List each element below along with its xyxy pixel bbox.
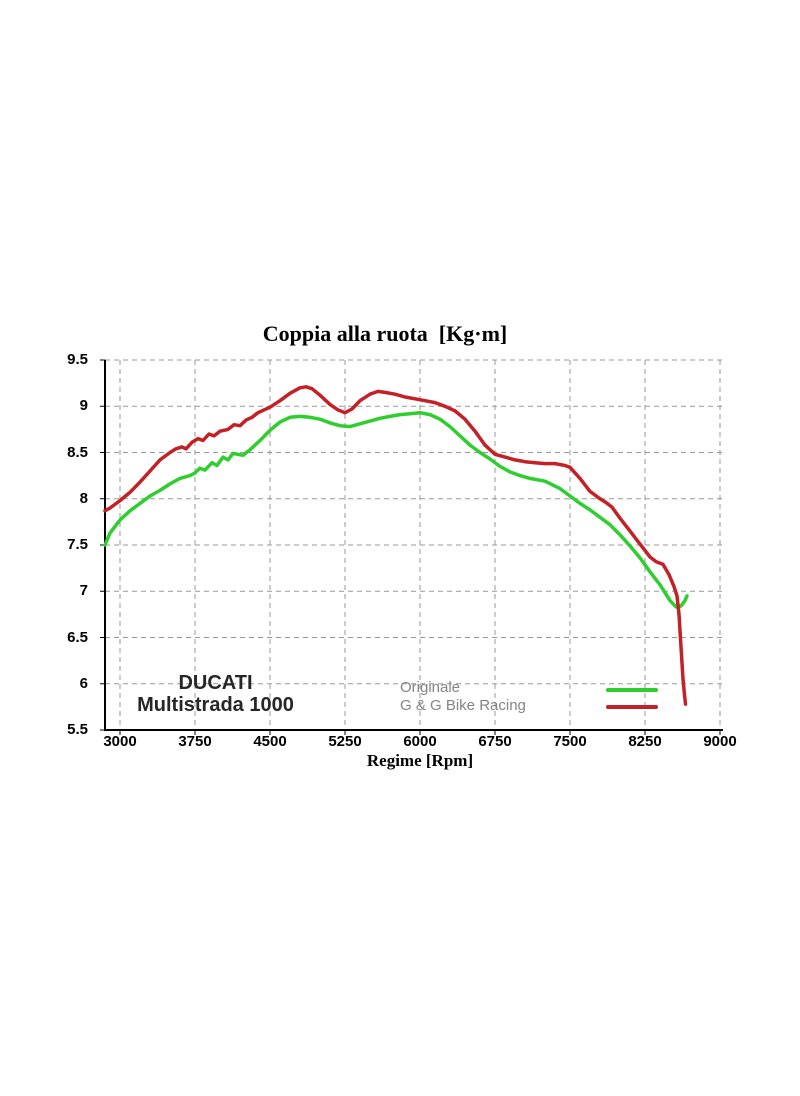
x-axis-title: Regime [Rpm] bbox=[366, 751, 474, 770]
legend-label-gg-bike-racing: G & G Bike Racing bbox=[400, 697, 526, 714]
y-tick-label: 8 bbox=[79, 489, 88, 507]
branding-block: DUCATI Multistrada 1000 bbox=[118, 672, 313, 716]
x-tick-label: 5250 bbox=[328, 733, 362, 750]
x-tick-label: 9000 bbox=[703, 733, 737, 750]
x-tick-label: 4500 bbox=[253, 733, 287, 750]
x-tick-label: 3750 bbox=[178, 733, 212, 750]
y-tick-label: 6 bbox=[79, 674, 88, 692]
chart-title: Coppia alla ruota [Kg·m] bbox=[262, 321, 508, 346]
branding-line2: Multistrada 1000 bbox=[137, 694, 294, 716]
branding-line1: DUCATI bbox=[178, 672, 253, 694]
y-tick-label: 8.5 bbox=[67, 443, 88, 461]
originale-green-line-swatch-icon bbox=[606, 688, 658, 692]
series-curve-originale bbox=[103, 410, 689, 609]
x-tick-label: 8250 bbox=[628, 733, 662, 750]
y-tick-label: 5.5 bbox=[67, 721, 88, 738]
gg-bike-racing-red-line-swatch-icon bbox=[606, 705, 658, 709]
x-tick-label: 6750 bbox=[478, 733, 512, 750]
y-tick-label: 7 bbox=[79, 582, 88, 600]
legend-label-originale: Originale bbox=[400, 679, 461, 696]
y-tick-label: 9 bbox=[79, 397, 88, 415]
y-tick-label: 9.5 bbox=[67, 351, 88, 368]
y-tick-label: 7.5 bbox=[67, 536, 88, 553]
x-tick-label: 6000 bbox=[403, 733, 437, 750]
x-tick-label: 7500 bbox=[553, 733, 587, 750]
y-tick-label: 6.5 bbox=[67, 628, 88, 646]
x-tick-label: 3000 bbox=[103, 733, 137, 750]
series-curve-gg-bike-racing bbox=[103, 385, 688, 706]
